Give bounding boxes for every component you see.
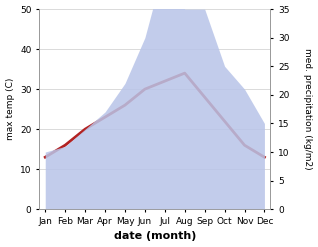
Y-axis label: max temp (C): max temp (C) (5, 78, 15, 140)
Y-axis label: med. precipitation (kg/m2): med. precipitation (kg/m2) (303, 48, 313, 170)
X-axis label: date (month): date (month) (114, 231, 196, 242)
